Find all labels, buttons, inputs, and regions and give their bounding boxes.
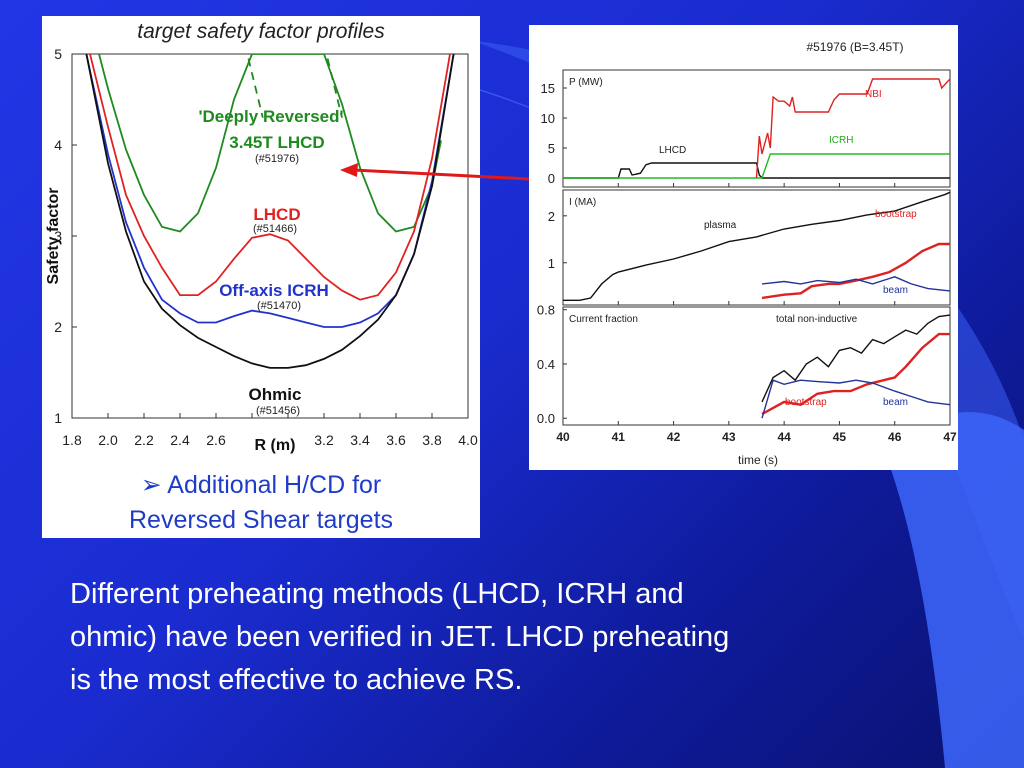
label-icrh: Off-axis ICRH — [219, 281, 329, 300]
y-tick-label: 2 — [54, 319, 62, 335]
y-tick-label: 0.0 — [537, 411, 555, 426]
panel-ylabel-2: Current fraction — [569, 314, 638, 325]
label-deep-reversed-1: 'Deeply Reversed' — [198, 107, 343, 126]
x-tick-label: 42 — [667, 430, 681, 444]
panel-frame-2 — [562, 306, 951, 426]
body-text-line-1: Different preheating methods (LHCD, ICRH… — [70, 578, 684, 610]
label-lhcd: LHCD — [253, 205, 300, 224]
time-traces-chart: #51976 (B=3.45T) P (MW) 15 10 5 0 LHCD ICRH NBI I… — [537, 40, 957, 467]
label-bootstrap: bootstrap — [785, 397, 827, 408]
series-line-1-beam — [761, 276, 950, 292]
x-tick-label: 3.4 — [350, 432, 370, 448]
x-tick-label: 2.2 — [134, 432, 154, 448]
x-axis-label: R (m) — [255, 437, 296, 454]
x-tick-label: 1.8 — [62, 432, 82, 448]
series-line-0-nbi — [755, 78, 950, 179]
series-line-lhcd — [89, 54, 451, 301]
y-axis-label: Safety factor — [45, 188, 62, 285]
label-nbi: NBI — [865, 89, 882, 100]
label-beam: beam — [883, 397, 908, 408]
series-line-off-axis-icrh — [85, 54, 455, 328]
x-tick-label: 2.4 — [170, 432, 190, 448]
y-tick-label: 4 — [54, 137, 62, 153]
series-line-0-lhcd — [563, 162, 950, 179]
y-tick-label: 0 — [548, 171, 555, 186]
safety-factor-panel: target safety factor profiles 1 2 3 4 5 1.8 2.0… — [42, 16, 480, 538]
panel-frame-0 — [562, 69, 951, 188]
caption-line-2: Reversed Shear targets — [128, 506, 394, 534]
series-line-deeply-reversed-3-45t-lhcd — [98, 54, 442, 233]
x-tick-label: 4.0 — [458, 432, 478, 448]
series-line-2-beam — [761, 379, 950, 419]
label-lhcd-shot: (#51466) — [253, 223, 297, 235]
label-beam: beam — [883, 285, 908, 296]
x-tick-label: 45 — [833, 430, 847, 444]
series-line-0-icrh — [563, 153, 950, 179]
deep-reversed-dash-right — [326, 58, 343, 118]
caption-line-1: ➢ Additional H/CD for — [140, 471, 382, 499]
y-tick-label: 5 — [548, 141, 555, 156]
panel-frame-1 — [562, 189, 951, 306]
time-traces-panel: #51976 (B=3.45T) P (MW) 15 10 5 0 LHCD ICRH NBI I… — [529, 25, 958, 470]
y-tick-label: 1 — [54, 410, 62, 426]
deep-reversed-dash-left — [247, 58, 264, 118]
series-line-2-total-non-inductive — [761, 314, 950, 403]
label-deep-reversed-shot: (#51976) — [255, 153, 299, 165]
series-line-ohmic — [85, 54, 455, 369]
y-tick-label: 0.4 — [537, 357, 555, 372]
safety-factor-chart: target safety factor profiles 1 2 3 4 5 1.8 2.0… — [45, 20, 478, 454]
x-tick-label: 44 — [777, 430, 791, 444]
x-tick-label: 41 — [612, 430, 626, 444]
body-text-line-2: ohmic) have been verified in JET. LHCD p… — [70, 621, 730, 653]
x-axis-label: time (s) — [738, 453, 778, 467]
y-tick-label: 0.8 — [537, 303, 555, 318]
label-plasma: plasma — [704, 220, 737, 231]
y-tick-label: 15 — [541, 81, 555, 96]
label-total: total non-inductive — [776, 314, 858, 325]
y-tick-label: 5 — [54, 46, 62, 62]
x-tick-label: 46 — [888, 430, 902, 444]
panel-ylabel-1: I (MA) — [569, 197, 596, 208]
y-tick-label: 3 — [54, 228, 62, 244]
label-bootstrap: bootstrap — [875, 209, 917, 220]
label-ohmic-shot: (#51456) — [256, 405, 300, 417]
x-tick-label: 3.2 — [314, 432, 334, 448]
label-icrh: ICRH — [829, 135, 853, 146]
label-ohmic: Ohmic — [249, 385, 302, 404]
x-tick-label: 2.0 — [98, 432, 118, 448]
y-tick-label: 10 — [541, 111, 555, 126]
y-tick-label: 2 — [548, 209, 555, 224]
caption: ➢ Additional H/CD for Reversed Shear tar… — [42, 468, 480, 538]
label-lhcd: LHCD — [659, 145, 686, 156]
x-tick-label: 3.6 — [386, 432, 406, 448]
y-tick-label: 1 — [548, 256, 555, 271]
chart-title: target safety factor profiles — [137, 20, 385, 43]
label-deep-reversed-2: 3.45T LHCD — [229, 133, 324, 152]
x-tick-label: 3.8 — [422, 432, 442, 448]
series-line-1-bootstrap — [761, 242, 950, 300]
series-line-1-plasma — [563, 191, 950, 301]
body-text-line-3: is the most effective to achieve RS. — [70, 664, 523, 696]
body-text: Different preheating methods (LHCD, ICRH… — [70, 573, 1000, 702]
panel-ylabel-0: P (MW) — [569, 77, 603, 88]
x-tick-label: 47 — [943, 430, 957, 444]
chart-title: #51976 (B=3.45T) — [806, 40, 903, 54]
label-icrh-shot: (#51470) — [257, 300, 301, 312]
x-tick-label: 40 — [556, 430, 570, 444]
x-tick-label: 2.6 — [206, 432, 226, 448]
x-tick-label: 43 — [722, 430, 736, 444]
series-line-2-bootstrap — [761, 332, 950, 416]
